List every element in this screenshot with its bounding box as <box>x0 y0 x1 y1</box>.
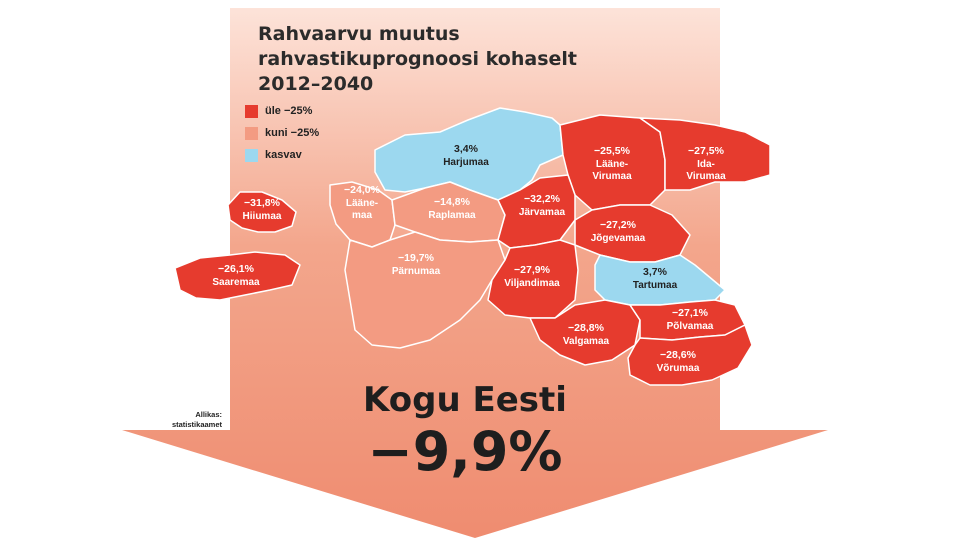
county-value-label: −26,1% <box>218 263 255 275</box>
county-region <box>639 117 771 191</box>
source-note: Allikas: statistikaamet <box>160 410 222 430</box>
county-region <box>574 204 691 263</box>
county-name-label: maa <box>352 210 372 221</box>
county-region <box>174 251 301 301</box>
legend-swatch <box>245 104 258 118</box>
county-region <box>374 107 564 201</box>
legend-item-decline-over-25: üle −25% <box>245 100 319 122</box>
county-region <box>497 174 576 249</box>
county-name-label: Raplamaa <box>428 210 476 221</box>
county-name-label: Tartumaa <box>633 280 678 291</box>
county-name-label: Hiiumaa <box>243 211 282 222</box>
title-line-1: Rahvaarvu muutus <box>258 23 460 45</box>
source-line-2: statistikaamet <box>171 420 222 429</box>
legend-item-decline-up-to-25: kuni −25% <box>245 122 319 144</box>
total-label: Kogu Eesti <box>363 380 567 420</box>
county-name-label: Võrumaa <box>657 363 700 374</box>
title-line-2: rahvastikuprognoosi kohaselt <box>258 48 578 70</box>
county-value-label: −28,6% <box>660 349 697 361</box>
county-name-label: Saaremaa <box>212 277 260 288</box>
county-name-label: Pärnumaa <box>392 266 441 277</box>
county-name-label: Harjumaa <box>443 157 489 168</box>
legend-item-growth: kasvav <box>245 144 319 166</box>
county-name-label: Virumaa <box>592 171 632 182</box>
county-value-label: −24,0% <box>344 184 381 196</box>
county-region <box>344 231 506 349</box>
county-labels: 3,4%Harjumaa−25,5%Lääne-Virumaa−27,5%Ida… <box>212 143 726 374</box>
legend-label: kuni −25% <box>265 127 320 139</box>
legend: üle −25% kuni −25% kasvav <box>245 100 319 166</box>
county-name-label: Lääne- <box>596 159 628 170</box>
county-region <box>529 299 641 366</box>
county-region <box>487 239 579 319</box>
county-value-label: −25,5% <box>594 145 631 157</box>
county-region <box>627 324 753 386</box>
county-value-label: −31,8% <box>244 197 281 209</box>
county-name-label: Järvamaa <box>519 207 566 218</box>
county-region <box>227 191 297 233</box>
legend-swatch <box>245 126 258 140</box>
county-value-label: −27,1% <box>672 307 709 319</box>
county-value-label: −28,8% <box>568 322 605 334</box>
county-value-label: 3,4% <box>454 143 479 155</box>
county-name-label: Põlvamaa <box>667 321 714 332</box>
total-value: −9,9% <box>367 420 563 483</box>
county-value-label: −14,8% <box>434 196 471 208</box>
county-value-label: −19,7% <box>398 252 435 264</box>
title-line-3: 2012–2040 <box>258 73 374 95</box>
county-value-label: 3,7% <box>643 266 668 278</box>
legend-label: üle −25% <box>265 105 313 117</box>
legend-swatch <box>245 148 258 162</box>
county-name-label: Viljandimaa <box>504 278 560 289</box>
county-name-label: Lääne- <box>346 198 378 209</box>
county-regions <box>174 107 771 386</box>
county-value-label: −32,2% <box>524 193 561 205</box>
county-name-label: Valgamaa <box>563 336 610 347</box>
source-line-1: Allikas: <box>195 410 222 419</box>
county-name-label: Ida- <box>697 159 715 170</box>
county-name-label: Jõgevamaa <box>591 233 646 244</box>
legend-label: kasvav <box>265 149 302 161</box>
map-title: Rahvaarvu muutus rahvastikuprognoosi koh… <box>258 22 618 97</box>
county-value-label: −27,2% <box>600 219 637 231</box>
county-value-label: −27,9% <box>514 264 551 276</box>
county-name-label: Virumaa <box>686 171 726 182</box>
county-value-label: −27,5% <box>688 145 725 157</box>
